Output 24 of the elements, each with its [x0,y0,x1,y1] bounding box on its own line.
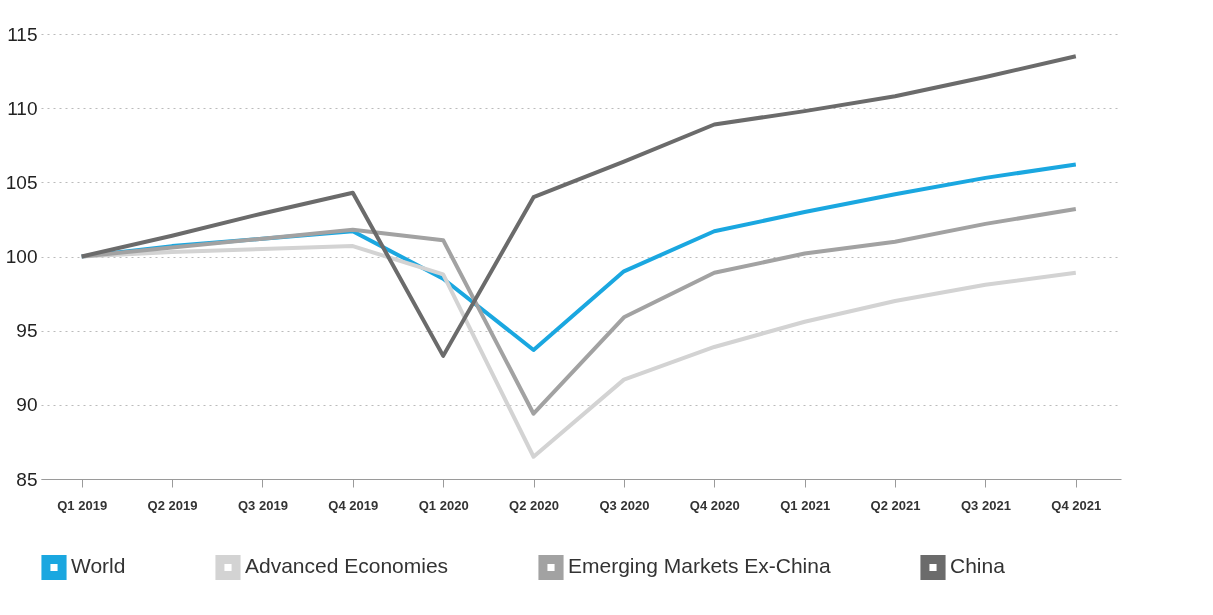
legend-label: Advanced Economies [245,554,449,578]
x-tick-label: Q4 2020 [689,497,740,513]
x-tick-label: Q3 2020 [599,497,650,513]
y-tick-label: 110 [7,97,38,119]
legend-label: China [950,554,1006,578]
x-tick-label: Q1 2021 [780,497,831,513]
y-tick-label: 105 [5,171,38,193]
y-tick-label: 90 [16,394,38,416]
line-series [79,54,1078,358]
x-tick-label: Q2 2020 [509,497,559,513]
x-tick-label: Q4 2021 [1051,497,1102,513]
legend-label: World [71,554,126,578]
y-tick-label: 115 [7,23,38,45]
x-tick-label: Q1 2019 [57,497,108,513]
x-tick-label: Q2 2021 [870,497,921,513]
legend-label: Emerging Markets Ex-China [568,554,831,578]
x-tick-label: Q2 2019 [147,497,198,513]
x-tick-label: Q4 2019 [328,497,379,513]
x-tick-label: Q3 2019 [237,497,288,513]
y-tick-label: 95 [16,320,38,342]
y-tick-label: 85 [16,468,38,490]
y-tick-label: 100 [5,246,38,267]
x-tick-label: Q1 2020 [418,497,469,513]
x-tick-label: Q3 2021 [961,497,1011,513]
